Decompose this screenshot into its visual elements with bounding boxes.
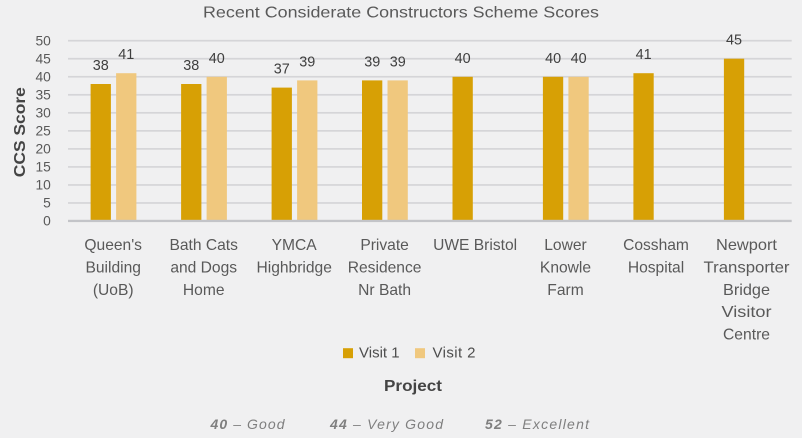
svg-text:Bridge: Bridge [723,282,770,299]
svg-text:37: 37 [274,62,290,78]
svg-text:39: 39 [299,54,315,70]
svg-text:YMCA: YMCA [272,237,318,254]
svg-text:40: 40 [571,51,587,67]
svg-text:Cossham: Cossham [623,237,689,254]
svg-text:Centre: Centre [723,327,770,344]
svg-text:10: 10 [35,178,51,193]
svg-text:Recent Considerate Constructor: Recent Considerate Constructors Scheme S… [203,5,599,22]
svg-text:30: 30 [35,106,51,121]
svg-text:Building: Building [85,259,140,276]
svg-text:Nr Bath: Nr Bath [358,282,411,299]
svg-text:Private: Private [360,237,409,254]
svg-text:Bath Cats: Bath Cats [169,237,238,254]
svg-text:25: 25 [35,124,51,139]
svg-text:50: 50 [35,33,51,48]
svg-text:15: 15 [35,160,51,175]
svg-text:40: 40 [209,51,225,67]
svg-text:40 – Good: 40 – Good [210,416,286,432]
svg-text:45: 45 [35,52,51,67]
svg-text:Visit 1: Visit 1 [359,345,400,362]
svg-text:38: 38 [93,58,109,74]
svg-text:Newport: Newport [716,237,778,254]
svg-text:40: 40 [35,70,51,85]
svg-text:Home: Home [183,282,225,299]
svg-text:Queen's: Queen's [84,237,142,254]
svg-text:and Dogs: and Dogs [170,259,237,276]
svg-text:Farm: Farm [547,282,583,299]
svg-text:41: 41 [636,47,652,63]
svg-text:39: 39 [390,54,406,70]
svg-text:35: 35 [35,88,51,103]
svg-text:Visitor: Visitor [722,304,772,321]
svg-text:52 – Excellent: 52 – Excellent [485,416,590,432]
svg-text:(UoB): (UoB) [93,282,134,299]
svg-text:Visit 2: Visit 2 [433,345,476,362]
svg-text:Transporter: Transporter [704,259,790,276]
svg-text:Lower: Lower [544,237,586,254]
svg-text:UWE Bristol: UWE Bristol [433,237,517,254]
svg-text:Knowle: Knowle [540,259,591,276]
svg-text:44 – Very Good: 44 – Very Good [329,416,444,432]
svg-text:40: 40 [545,51,561,67]
svg-text:Hospital: Hospital [628,259,684,276]
svg-text:38: 38 [183,58,199,74]
svg-text:41: 41 [118,47,134,63]
svg-text:20: 20 [35,142,51,157]
svg-text:39: 39 [364,54,380,70]
svg-text:Residence: Residence [348,259,422,276]
svg-text:Highbridge: Highbridge [256,259,331,276]
svg-text:45: 45 [726,33,742,49]
svg-text:40: 40 [455,51,471,67]
svg-text:5: 5 [43,196,51,211]
svg-text:CCS Score: CCS Score [12,87,29,177]
svg-text:Project: Project [384,378,443,395]
svg-text:0: 0 [43,214,51,229]
